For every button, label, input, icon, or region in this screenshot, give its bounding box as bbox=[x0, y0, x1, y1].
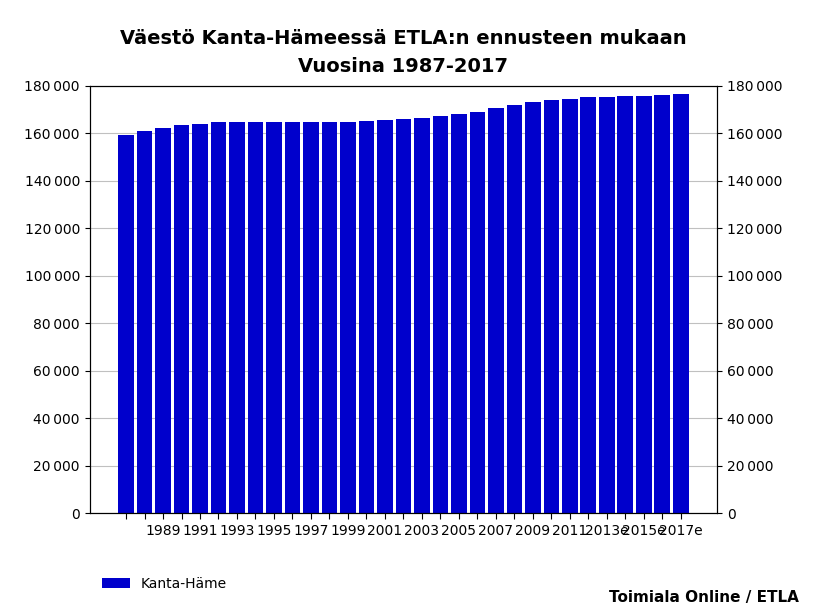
Bar bbox=[267, 122, 282, 513]
Bar bbox=[562, 98, 578, 513]
Bar bbox=[284, 122, 301, 513]
Bar bbox=[340, 122, 356, 513]
Bar bbox=[377, 120, 393, 513]
Bar bbox=[469, 112, 485, 513]
Bar bbox=[506, 104, 522, 513]
Bar bbox=[229, 122, 244, 513]
Bar bbox=[395, 119, 412, 513]
Bar bbox=[433, 117, 448, 513]
Bar bbox=[488, 108, 504, 513]
Bar bbox=[636, 96, 652, 513]
Title: Väestö Kanta-Hämeessä ETLA:n ennusteen mukaan
Vuosina 1987-2017: Väestö Kanta-Hämeessä ETLA:n ennusteen m… bbox=[120, 29, 687, 76]
Text: Toimiala Online / ETLA: Toimiala Online / ETLA bbox=[609, 590, 799, 605]
Bar bbox=[451, 114, 467, 513]
Bar bbox=[359, 121, 374, 513]
Bar bbox=[654, 95, 670, 513]
Legend: Kanta-Häme: Kanta-Häme bbox=[97, 571, 233, 596]
Bar bbox=[525, 102, 540, 513]
Bar bbox=[414, 117, 430, 513]
Bar bbox=[248, 122, 263, 513]
Bar bbox=[673, 94, 689, 513]
Bar bbox=[599, 97, 615, 513]
Bar bbox=[322, 122, 337, 513]
Bar bbox=[580, 97, 597, 513]
Bar bbox=[618, 96, 633, 513]
Bar bbox=[210, 122, 227, 513]
Bar bbox=[544, 100, 559, 513]
Bar bbox=[303, 122, 319, 513]
Bar bbox=[137, 131, 152, 513]
Bar bbox=[155, 128, 171, 513]
Bar bbox=[174, 125, 189, 513]
Bar bbox=[118, 136, 134, 513]
Bar bbox=[192, 123, 208, 513]
